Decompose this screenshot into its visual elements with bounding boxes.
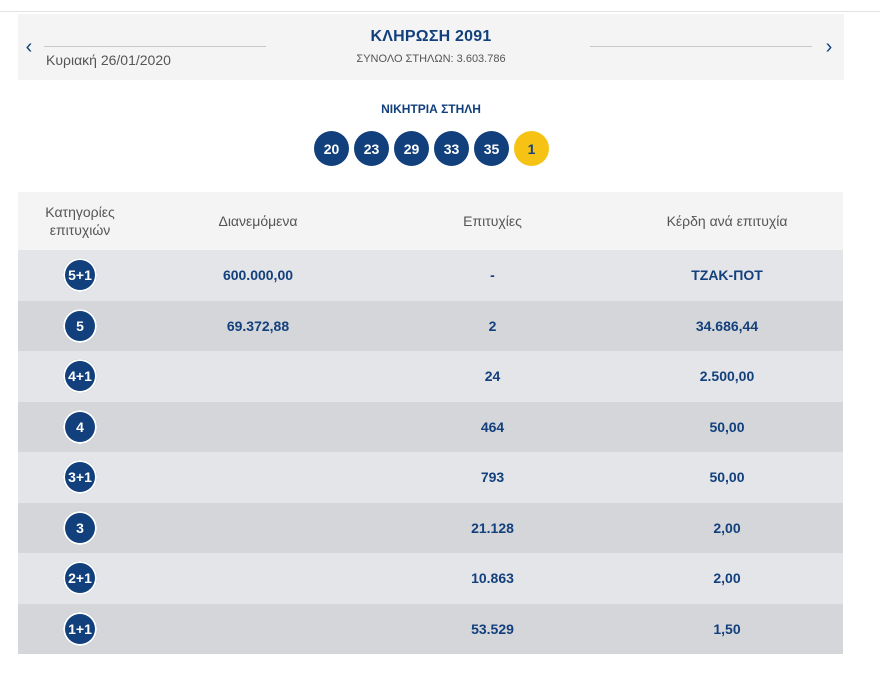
winning-number-ball: 23 — [354, 131, 389, 166]
draw-header: ‹ Κυριακή 26/01/2020 ΚΛΗΡΩΣΗ 2091 ΣΥΝΟΛΟ… — [18, 14, 844, 80]
winners-cell: 2 — [488, 317, 497, 334]
header-prize: Κέρδη ανά επιτυχία — [666, 213, 788, 229]
category-badge: 3 — [63, 510, 97, 545]
prize-cell: 2,00 — [713, 570, 741, 587]
table-row: 4 464 50,00 — [18, 401, 843, 452]
header-divider-right — [590, 46, 812, 47]
winning-column-title: ΝΙΚΗΤΡΙΑ ΣΤΗΛΗ — [381, 102, 481, 116]
distributed-cell: 69.372,88 — [226, 317, 290, 334]
category-badge: 5+1 — [63, 258, 97, 293]
total-columns: ΣΥΝΟΛΟ ΣΤΗΛΩΝ: 3.603.786 — [356, 53, 506, 65]
table-row: 5 69.372,88 2 34.686,44 — [18, 300, 843, 351]
joker-number-ball: 1 — [514, 131, 549, 166]
winners-cell: 53.529 — [471, 620, 514, 637]
prize-cell: 1,50 — [713, 620, 741, 637]
winners-cell: 21.128 — [471, 519, 514, 536]
prize-cell: 2,00 — [713, 519, 741, 536]
category-badge: 3+1 — [63, 460, 97, 495]
top-divider — [0, 11, 880, 12]
chevron-left-icon[interactable]: ‹ — [25, 36, 33, 58]
winning-number-ball: 29 — [394, 131, 429, 166]
header-distributed: Διανεμόμενα — [218, 213, 298, 229]
winning-number-ball: 20 — [314, 131, 349, 166]
table-row: 1+1 53.529 1,50 — [18, 603, 843, 654]
header-winners: Επιτυχίες — [463, 213, 522, 229]
winners-cell: - — [490, 267, 495, 284]
winners-cell: 793 — [480, 469, 505, 486]
header-divider-left — [44, 46, 266, 47]
draw-title: ΚΛΗΡΩΣΗ 2091 — [370, 28, 492, 45]
winning-numbers: 20 23 29 33 35 1 — [314, 131, 549, 166]
chevron-right-icon[interactable]: › — [825, 36, 833, 58]
prize-table: Κατηγορίες επιτυχιών Διανεμόμενα Επιτυχί… — [18, 192, 843, 654]
category-badge: 4 — [63, 409, 97, 444]
table-row: 5+1 600.000,00 - ΤΖΑΚ-ΠΟΤ — [18, 250, 843, 301]
table-header: Κατηγορίες επιτυχιών Διανεμόμενα Επιτυχί… — [18, 192, 843, 250]
draw-date: Κυριακή 26/01/2020 — [46, 52, 171, 68]
table-row: 3 21.128 2,00 — [18, 502, 843, 553]
prize-cell: 34.686,44 — [695, 317, 759, 334]
header-categories: Κατηγορίες επιτυχιών — [45, 204, 115, 238]
winners-cell: 24 — [484, 368, 501, 385]
winners-cell: 464 — [480, 418, 505, 435]
category-badge: 5 — [63, 308, 97, 343]
prize-cell: 2.500,00 — [699, 368, 755, 385]
winning-number-ball: 35 — [474, 131, 509, 166]
category-badge: 1+1 — [63, 611, 97, 646]
winning-number-ball: 33 — [434, 131, 469, 166]
prize-cell: 50,00 — [709, 418, 745, 435]
distributed-cell: 600.000,00 — [222, 267, 294, 284]
winners-cell: 10.863 — [471, 570, 514, 587]
category-badge: 4+1 — [63, 359, 97, 394]
prize-cell: ΤΖΑΚ-ΠΟΤ — [691, 267, 763, 284]
category-badge: 2+1 — [63, 561, 97, 596]
table-row: 4+1 24 2.500,00 — [18, 351, 843, 402]
table-row: 3+1 793 50,00 — [18, 452, 843, 503]
table-row: 2+1 10.863 2,00 — [18, 553, 843, 604]
prize-cell: 50,00 — [709, 469, 745, 486]
